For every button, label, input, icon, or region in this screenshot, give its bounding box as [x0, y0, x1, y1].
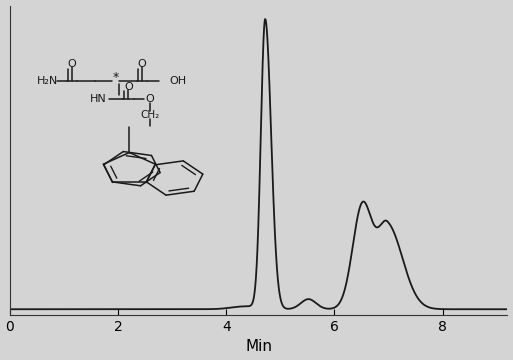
Text: HN: HN	[90, 94, 107, 104]
Text: *: *	[113, 71, 119, 84]
Text: O: O	[124, 82, 133, 92]
Text: O: O	[137, 59, 146, 69]
Text: CH₂: CH₂	[141, 111, 160, 120]
Text: H₂N: H₂N	[37, 76, 58, 86]
Text: O: O	[68, 59, 76, 69]
Text: O: O	[146, 94, 154, 104]
X-axis label: Min: Min	[245, 339, 272, 355]
Text: OH: OH	[169, 76, 186, 86]
